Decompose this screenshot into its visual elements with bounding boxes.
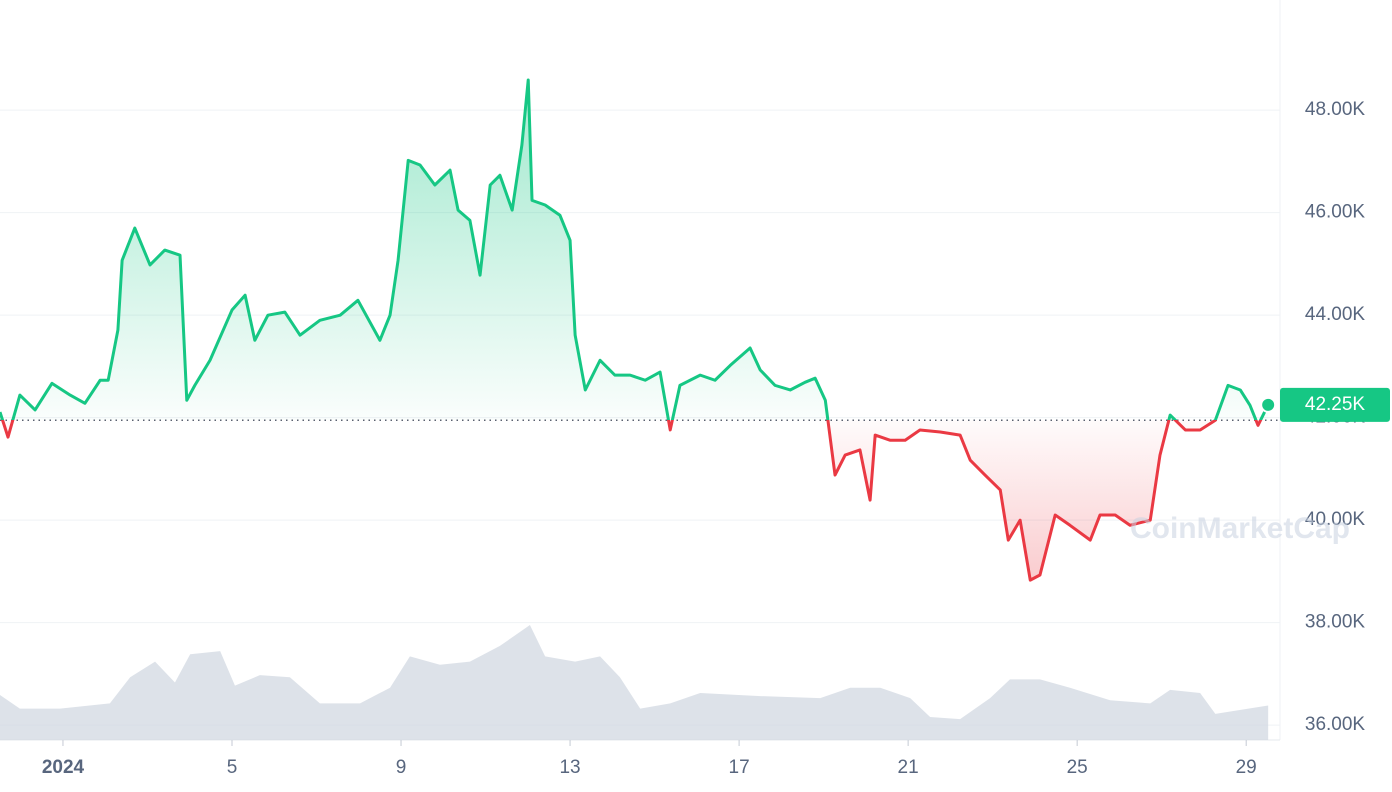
price-line <box>0 78 1270 582</box>
last-point <box>1260 396 1277 413</box>
x-tick-label: 21 <box>898 757 919 778</box>
y-tick-label: 38.00K <box>1305 612 1366 633</box>
y-tick-label: 48.00K <box>1305 99 1366 120</box>
watermark: CoinMarketCap <box>1130 512 1350 545</box>
price-badge <box>1280 387 1390 422</box>
y-tick-label: 36.00K <box>1305 714 1366 735</box>
x-tick-label: 25 <box>1067 757 1088 778</box>
price-badge-label: 42.25K <box>1305 394 1366 415</box>
price-area <box>0 79 1269 581</box>
x-tick-label: 2024 <box>42 757 85 778</box>
x-tick-label: 17 <box>729 757 750 778</box>
x-tick-label: 29 <box>1236 757 1257 778</box>
y-tick-label: 44.00K <box>1305 304 1366 325</box>
x-tick-label: 13 <box>559 757 580 778</box>
x-tick-label: 9 <box>396 757 407 778</box>
y-tick-label: 46.00K <box>1305 202 1366 223</box>
x-tick-label: 5 <box>227 757 238 778</box>
y-tick-label: 40.00K <box>1305 509 1366 530</box>
volume-area <box>0 625 1269 740</box>
